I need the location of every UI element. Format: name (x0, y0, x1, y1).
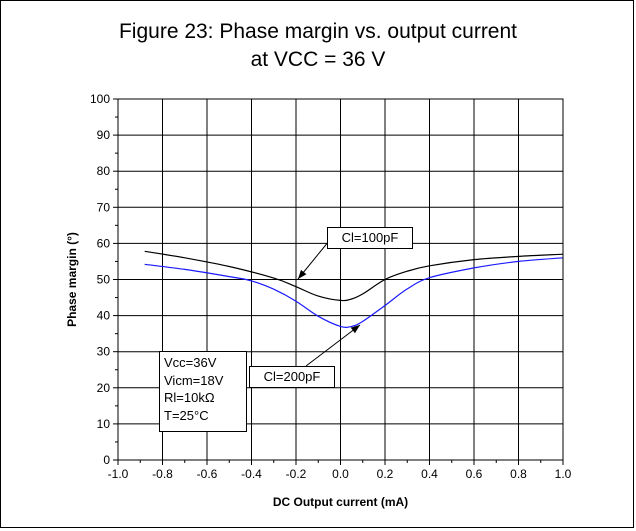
x-tick-label: 0.4 (421, 467, 438, 481)
y-tick-label: 20 (97, 381, 111, 395)
y-tick-label: 0 (103, 453, 110, 467)
y-tick-label: 90 (97, 128, 111, 142)
x-tick-label: -0.6 (197, 467, 218, 481)
cl-200pf-arrow (305, 324, 361, 367)
y-tick-label: 70 (97, 200, 111, 214)
figure-subtitle: at VCC = 36 V (250, 48, 386, 71)
annotation-arrows (297, 240, 361, 367)
x-tick-label: 0.8 (510, 467, 527, 481)
grid-lines (118, 99, 563, 460)
x-tick-label: -0.2 (286, 467, 307, 481)
y-tick-label: 100 (90, 92, 110, 106)
condition-vicm: Vicm=18V (164, 372, 224, 388)
x-tick-label: -1.0 (108, 467, 129, 481)
cl-200pf-label: Cl=200pF (249, 366, 335, 388)
x-tick-label: -0.8 (152, 467, 173, 481)
x-tick-label: -0.4 (241, 467, 262, 481)
condition-rl: Rl=10kΩ (164, 390, 215, 405)
test-conditions-box: Vcc=36V Vicm=18V Rl=10kΩ T=25°C (159, 351, 247, 432)
series-line-2 (144, 257, 564, 328)
condition-temp: T=25°C (164, 407, 209, 423)
series-line-1 (144, 250, 564, 302)
y-tick-label: 40 (97, 309, 111, 323)
x-tick-label: 0.2 (377, 467, 394, 481)
x-tick-label: 0.6 (466, 467, 483, 481)
y-tick-label: 10 (97, 417, 111, 431)
curves (144, 250, 564, 328)
x-tick-label: 1.0 (555, 467, 572, 481)
y-tick-label: 50 (97, 273, 111, 287)
cl-100pf-arrow-head (298, 269, 307, 279)
cl-200pf-arrow-head (350, 325, 360, 334)
cl-100pf-label: Cl=100pF (327, 227, 413, 249)
y-axis-label: Phase margin (°) (65, 232, 79, 327)
condition-vcc: Vcc=36V (164, 355, 217, 370)
axis-ticks: -1.0 -0.8 -0.6 -0.4 -0.2 0.0 0.2 0.4 0.6 0.8 1.0 0 1… (90, 92, 572, 481)
y-tick-label: 30 (97, 345, 111, 359)
y-tick-label: 60 (97, 236, 111, 250)
y-tick-label: 80 (97, 164, 111, 178)
x-axis-label: DC Output current (mA) (273, 495, 408, 509)
x-tick-label: 0.0 (332, 467, 349, 481)
figure-title: Figure 23: Phase margin vs. output curre… (118, 20, 518, 43)
